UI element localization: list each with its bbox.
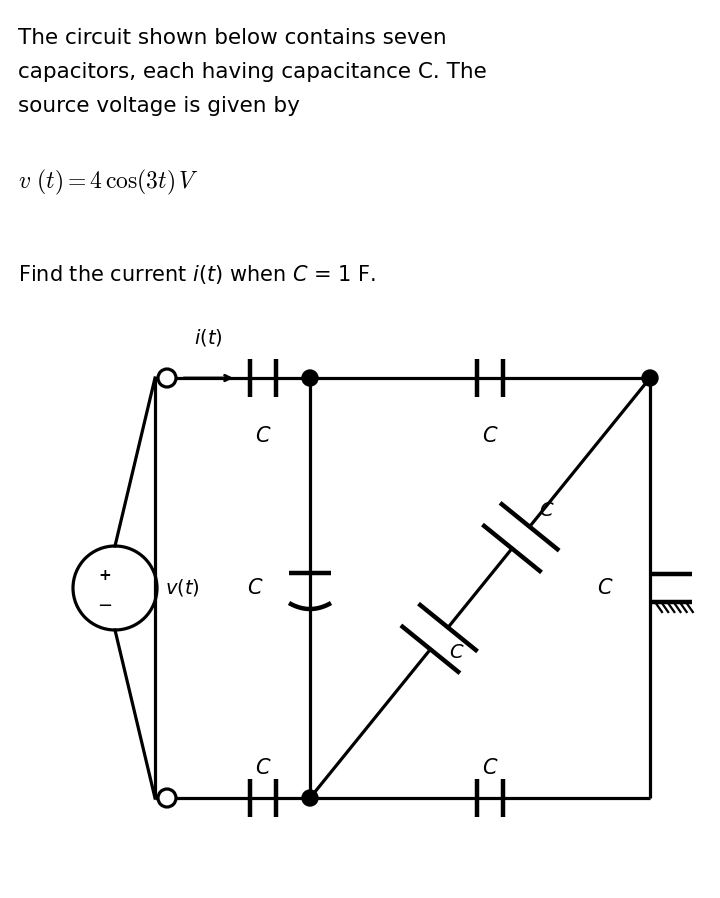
Circle shape xyxy=(158,789,176,807)
Text: $C$: $C$ xyxy=(247,578,264,598)
Text: capacitors, each having capacitance C. The: capacitors, each having capacitance C. T… xyxy=(18,62,487,82)
Text: $i(t)$: $i(t)$ xyxy=(194,327,222,348)
Text: source voltage is given by: source voltage is given by xyxy=(18,96,300,116)
Circle shape xyxy=(158,369,176,387)
Text: The circuit shown below contains seven: The circuit shown below contains seven xyxy=(18,28,446,48)
Text: $C$: $C$ xyxy=(597,578,613,598)
Circle shape xyxy=(302,790,318,806)
Text: +: + xyxy=(99,568,112,584)
Circle shape xyxy=(302,370,318,386)
Text: $C$: $C$ xyxy=(539,500,554,520)
Circle shape xyxy=(642,370,658,386)
Text: $C$: $C$ xyxy=(255,758,271,778)
Text: $v\ (t) = 4\,\mathrm{cos}(3t)\,V$: $v\ (t) = 4\,\mathrm{cos}(3t)\,V$ xyxy=(18,168,199,197)
Text: $v(t)$: $v(t)$ xyxy=(165,577,199,598)
Text: $C$: $C$ xyxy=(255,426,271,446)
Text: $C$: $C$ xyxy=(482,426,498,446)
Text: $C$: $C$ xyxy=(449,643,464,663)
Text: $C$: $C$ xyxy=(482,758,498,778)
Text: Find the current $i(t)$ when $C$ = 1 F.: Find the current $i(t)$ when $C$ = 1 F. xyxy=(18,263,376,286)
Text: $-$: $-$ xyxy=(97,595,112,613)
